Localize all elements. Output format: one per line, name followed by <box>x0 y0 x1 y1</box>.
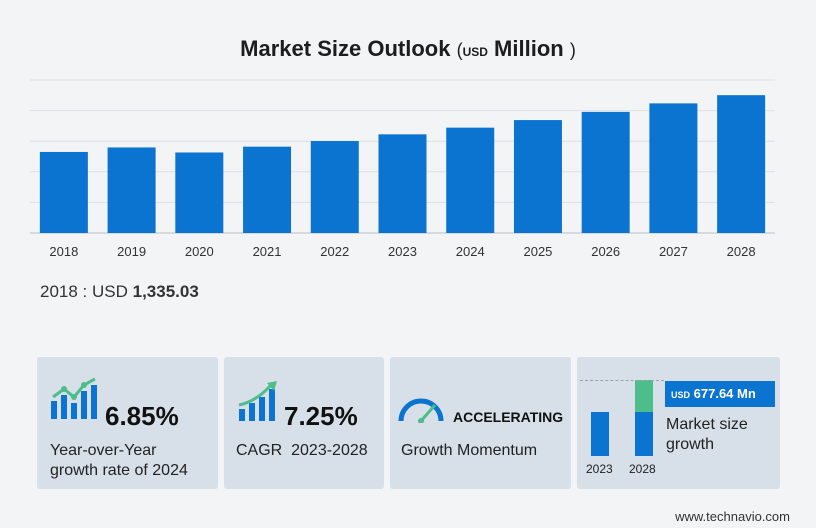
cagr-growth-icon <box>238 381 277 421</box>
mini-bar-2028 <box>635 412 653 456</box>
bar-2021 <box>243 146 292 233</box>
mini-year-end: 2028 <box>629 462 656 476</box>
title-paren-open: ( <box>456 40 463 60</box>
x-tick-label: 2018 <box>49 244 78 259</box>
card-market-growth: 2023 2028 USD 677.64 Mn Market size grow… <box>577 357 780 489</box>
card-momentum: ACCELERATING Growth Momentum <box>390 357 571 489</box>
badge-value: 677.64 Mn <box>693 386 756 401</box>
market-caption-line2: growth <box>666 436 715 453</box>
base-value: 1,335.03 <box>132 282 199 301</box>
bar-2022 <box>310 141 359 233</box>
card-yoy: 6.85% Year-over-Year growth rate of 2024 <box>37 357 218 489</box>
base-year-label: 2018 : USD <box>40 282 128 301</box>
market-caption-line1: Market size <box>666 416 748 433</box>
momentum-caption: Growth Momentum <box>401 442 538 459</box>
x-tick-label: 2019 <box>117 244 146 259</box>
yoy-caption-line2: growth rate of 2024 <box>50 462 188 479</box>
growth-badge: USD 677.64 Mn <box>665 381 775 407</box>
footer-site: www.technavio.com <box>675 509 790 524</box>
title-unit-word: Million <box>494 36 564 61</box>
title-text: Market Size Outlook <box>240 36 451 61</box>
bar-chart: 2018 2019 2020 2021 2022 2023 2024 2025 2026 2027… <box>30 79 775 259</box>
mini-bar-growth <box>635 380 653 412</box>
x-tick-label: 2028 <box>727 244 756 259</box>
yoy-caption-line1: Year-over-Year <box>50 442 157 459</box>
x-tick-label: 2020 <box>185 244 214 259</box>
title-paren-close: ) <box>569 40 576 60</box>
base-year-value: 2018 : USD 1,335.03 <box>40 282 199 302</box>
badge-unit: USD <box>671 390 691 400</box>
bar-2028 <box>717 95 766 233</box>
cagr-caption: CAGR 2023-2028 <box>236 442 368 459</box>
cagr-value: 7.25% <box>284 401 358 431</box>
x-tick-label: 2026 <box>591 244 620 259</box>
bar-2020 <box>175 152 224 233</box>
bar-2025 <box>513 120 562 233</box>
x-tick-label: 2023 <box>388 244 417 259</box>
bar-growth-icon <box>51 377 97 419</box>
speedometer-icon <box>398 398 444 423</box>
x-tick-label: 2027 <box>659 244 688 259</box>
bar-2027 <box>649 103 698 233</box>
x-tick-label: 2024 <box>456 244 485 259</box>
bar-2026 <box>581 111 630 233</box>
x-tick-label: 2022 <box>320 244 349 259</box>
yoy-value: 6.85% <box>105 401 179 431</box>
bar-2019 <box>107 147 156 233</box>
mini-bar-2023 <box>591 412 609 456</box>
mini-dash-line <box>580 380 664 381</box>
momentum-value: ACCELERATING <box>453 409 564 425</box>
card-cagr: 7.25% CAGR 2023-2028 <box>224 357 384 489</box>
bar-2018 <box>39 151 88 233</box>
bar-2024 <box>446 127 495 233</box>
title-unit: USD <box>462 45 488 59</box>
mini-year-start: 2023 <box>586 462 613 476</box>
chart-title: Market Size Outlook (USD Million ) <box>0 36 816 62</box>
bar-2023 <box>378 134 427 233</box>
x-tick-label: 2025 <box>523 244 552 259</box>
x-tick-label: 2021 <box>253 244 282 259</box>
